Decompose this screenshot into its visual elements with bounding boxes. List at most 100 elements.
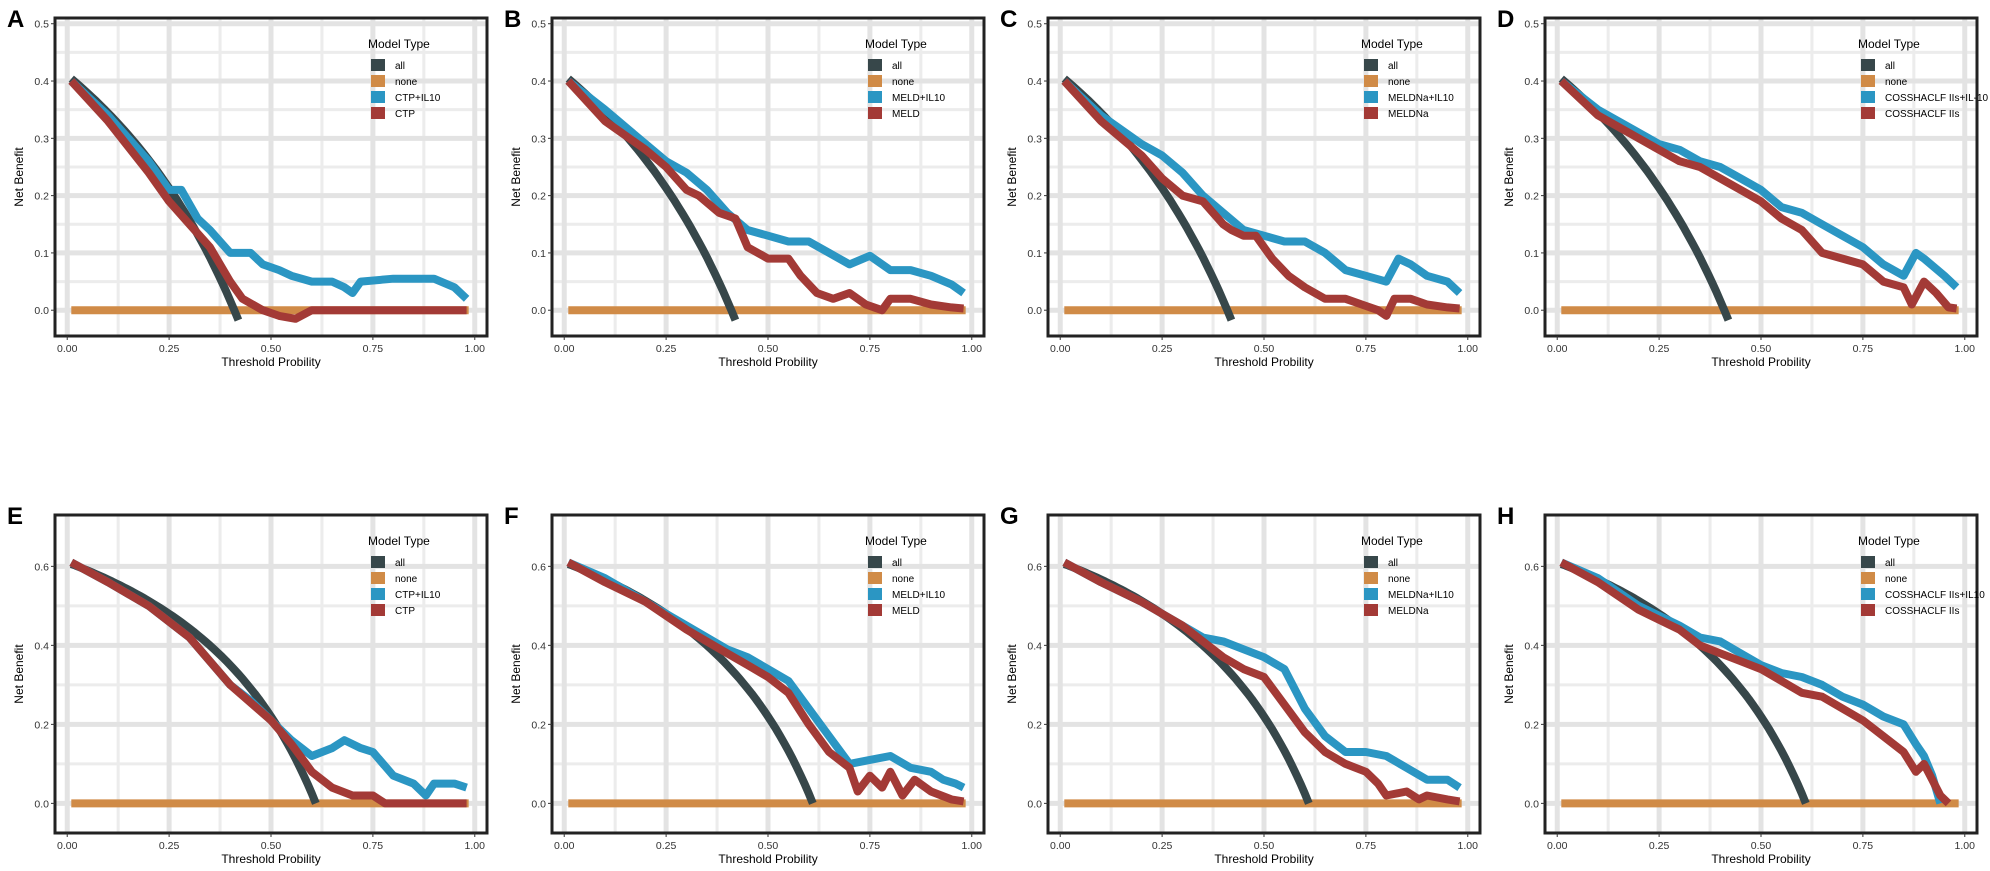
x-axis-title: Threshold Probility [221,355,320,369]
x-tick-label: 1.00 [962,343,983,355]
series-group [1061,75,1463,322]
x-tick-label: 0.50 [758,343,779,355]
panel-label: B [504,6,521,33]
legend-title: Model Type [1858,37,1920,51]
legend-swatch [1861,604,1875,616]
y-tick-label: 0.6 [1027,561,1042,573]
x-tick-label: 0.75 [1356,840,1377,852]
x-tick-label: 0.75 [860,343,881,355]
x-axis-title: Threshold Probility [718,355,817,369]
legend-entry: all [892,61,902,72]
grid [1545,18,1977,336]
x-tick-label: 0.00 [1050,343,1071,355]
y-tick-label: 0.0 [1524,798,1539,810]
x-tick-label: 0.50 [758,840,779,852]
legend-entry: none [1388,77,1411,88]
legend-entry: all [395,558,405,569]
x-tick-label: 1.00 [962,840,983,852]
legend-entry: MELDNa [1388,606,1429,617]
x-tick-label: 0.50 [1751,840,1772,852]
legend-title: Model Type [368,37,430,51]
y-tick-label: 0.1 [34,248,49,260]
series-base [1558,78,1958,313]
y-tick-label: 0.0 [531,305,546,317]
legend-swatch [371,75,385,87]
y-tick-label: 0.2 [531,719,546,731]
legend-swatch [371,59,385,71]
y-tick-label: 0.1 [531,248,546,260]
y-tick-label: 0.0 [34,798,49,810]
x-axis-title: Threshold Probility [221,852,320,866]
legend-swatch [1364,588,1378,600]
x-tick-label: 0.25 [159,343,180,355]
y-tick-label: 0.4 [531,640,546,652]
series-all [68,75,243,322]
axis-ticks: 0.00 0.25 0.50 0.75 1.00 0.0 0.2 0.4 0.6 [1524,561,1975,852]
legend-title: Model Type [368,534,430,548]
x-tick-label: 0.25 [1649,840,1670,852]
x-tick-label: 0.50 [261,343,282,355]
series-base [1559,558,1952,807]
series-ext [1061,78,1463,296]
panel-label: G [1000,503,1019,530]
legend-entry: MELD [892,109,920,120]
x-tick-label: 0.75 [363,840,384,852]
x-tick-label: 0.75 [860,840,881,852]
y-tick-label: 0.2 [34,191,49,203]
panel-label: A [7,6,24,33]
series-group [1558,75,1960,322]
x-tick-label: 0.00 [554,343,575,355]
panel-label: D [1497,6,1514,33]
legend: Model Type all none MELDNa+IL10 MELDNa [1361,534,1454,617]
panel-label: E [7,503,23,530]
x-tick-label: 1.00 [1458,840,1479,852]
legend-entry: none [892,574,915,585]
legend-title: Model Type [865,37,927,51]
legend-swatch [1364,572,1378,584]
x-axis-title: Threshold Probility [1214,852,1313,866]
y-tick-label: 0.1 [1027,248,1042,260]
grid [55,515,487,833]
series-base [1061,78,1460,320]
y-tick-label: 0.4 [34,640,49,652]
x-axis-title: Threshold Probility [1711,355,1810,369]
legend-swatch [1364,604,1378,616]
panel-d: 0.00 0.25 0.50 0.75 1.00 0.0 0.1 0.2 0.3 0.4 0.5 Th… [1497,6,1989,369]
x-tick-label: 1.00 [465,840,486,852]
legend-entry: CTP [395,109,415,120]
legend-swatch [868,572,882,584]
legend-entry: all [1885,558,1895,569]
x-tick-label: 1.00 [1955,840,1976,852]
legend-swatch [1861,59,1875,71]
x-tick-label: 0.75 [363,343,384,355]
legend-entry: COSSHACLF IIs+IL-10 [1885,93,1989,104]
panel-label: F [504,503,519,530]
y-tick-label: 0.0 [1027,305,1042,317]
legend-entry: all [892,558,902,569]
legend-swatch [868,588,882,600]
y-tick-label: 0.5 [1524,19,1539,31]
y-axis-title: Net Benefit [509,644,523,704]
legend-entry: none [1885,77,1908,88]
legend-entry: none [395,574,418,585]
grid [1048,18,1480,336]
y-tick-label: 0.0 [34,305,49,317]
x-tick-label: 0.25 [1152,840,1173,852]
x-tick-label: 0.50 [1254,343,1275,355]
legend-title: Model Type [1361,534,1423,548]
x-axis-title: Threshold Probility [1214,355,1313,369]
axis-ticks: 0.00 0.25 0.50 0.75 1.00 0.0 0.1 0.2 0.3 0.4 0.5 [1027,19,1478,355]
y-tick-label: 0.0 [1524,305,1539,317]
legend-entry: MELD [892,606,920,617]
legend-entry: COSSHACLF IIs+IL10 [1885,590,1985,601]
legend-swatch [1364,107,1378,119]
series-group [1559,558,1959,808]
panel-c: 0.00 0.25 0.50 0.75 1.00 0.0 0.1 0.2 0.3 0.4 0.5 Th… [1000,6,1482,369]
y-tick-label: 0.3 [531,133,546,145]
legend-swatch [868,604,882,616]
x-tick-label: 0.00 [1547,343,1568,355]
panel-label: H [1497,503,1514,530]
x-tick-label: 1.00 [465,343,486,355]
panel-b: 0.00 0.25 0.50 0.75 1.00 0.0 0.1 0.2 0.3 0.4 0.5 Th… [504,6,986,369]
